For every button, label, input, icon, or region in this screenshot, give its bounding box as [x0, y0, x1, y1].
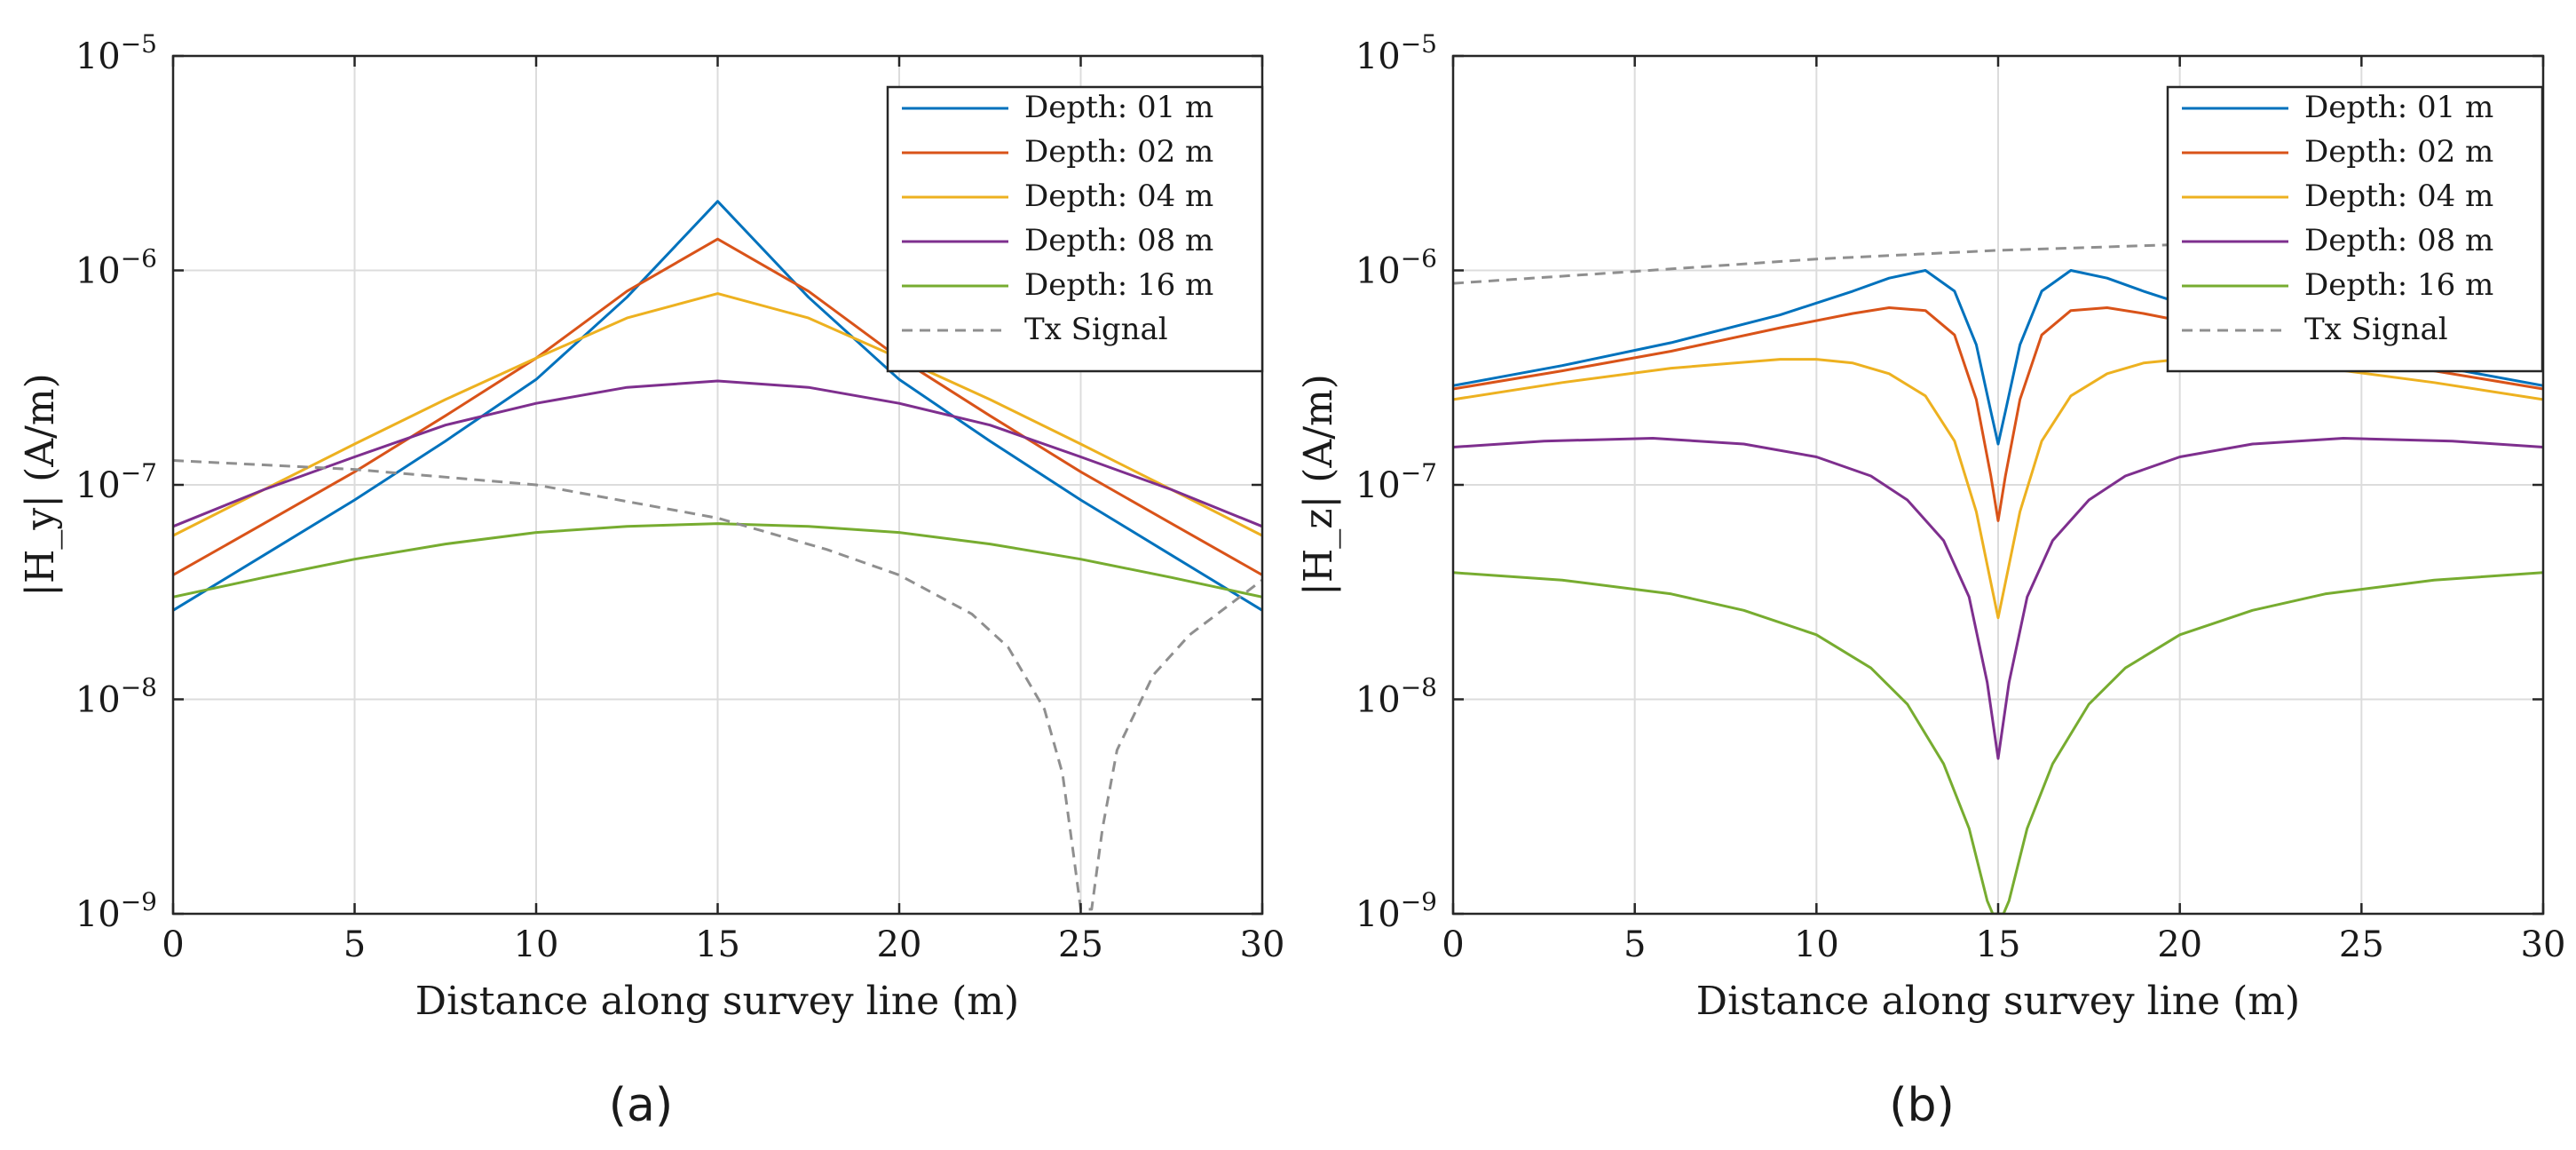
- legend-entry-depth-08-m: Depth: 08 m: [1024, 223, 1213, 258]
- legend-entry-depth-08-m: Depth: 08 m: [2304, 223, 2493, 258]
- series-lines-a: [173, 200, 1262, 911]
- x-tick-label: 20: [877, 924, 922, 965]
- panel-a: 0 5 10 15 20 25 30 10−9 10−8 10−7 10−6 10−5 Distanc…: [18, 29, 1284, 1132]
- x-tick-label: 30: [2521, 924, 2566, 965]
- x-tick-label: 5: [1624, 924, 1646, 965]
- y-tick-label: 10−7: [75, 458, 157, 506]
- legend-entry-tx-signal: Tx Signal: [2304, 312, 2448, 347]
- legend-box: [2166, 85, 2544, 373]
- y-axis-label-b: |H_z| (A/m): [1296, 374, 1341, 596]
- x-tick-label: 10: [514, 924, 559, 965]
- series-line-depth-04-m: [173, 292, 1262, 537]
- x-tick-label: 25: [1058, 924, 1103, 965]
- y-tick-label: 10−7: [1355, 458, 1437, 506]
- x-axis-label-a: Distance along survey line (m): [415, 979, 1019, 1024]
- legend-entry-depth-01-m: Depth: 01 m: [2304, 90, 2493, 125]
- legend-b: Depth: 01 m Depth: 02 m Depth: 04 m Depth: …: [2166, 85, 2544, 373]
- tick-labels-a: 0 5 10 15 20 25 30 10−9 10−8 10−7 10−6 10−5: [75, 29, 1285, 965]
- y-tick-label: 10−6: [1355, 244, 1437, 292]
- x-tick-label: 20: [2157, 924, 2202, 965]
- legend-entry-depth-01-m: Depth: 01 m: [1024, 90, 1213, 125]
- series-line-depth-08-m: [173, 379, 1262, 528]
- series-line-depth-01-m: [173, 200, 1262, 612]
- series-line-tx-signal: [173, 459, 1262, 911]
- x-tick-label: 15: [1976, 924, 2021, 965]
- y-tick-label: 10−5: [1355, 29, 1437, 77]
- y-tick-label: 10−8: [75, 673, 157, 721]
- x-tick-label: 25: [2339, 924, 2384, 965]
- legend-entry-depth-04-m: Depth: 04 m: [1024, 178, 1213, 214]
- series-line-depth-02-m: [173, 237, 1262, 576]
- tick-labels-b: 0 5 10 15 20 25 30 10−9 10−8 10−7 10−6 10−5: [1355, 29, 2566, 965]
- series-line-depth-16-m: [1453, 571, 2543, 914]
- legend-entry-depth-02-m: Depth: 02 m: [1024, 134, 1213, 170]
- y-tick-label: 10−5: [75, 29, 157, 77]
- legend-a: Depth: 01 m Depth: 02 m Depth: 04 m Depth: …: [886, 85, 1264, 373]
- legend-entry-depth-16-m: Depth: 16 m: [1024, 267, 1213, 303]
- x-tick-label: 0: [1442, 924, 1464, 965]
- y-tick-label: 10−8: [1355, 673, 1437, 721]
- x-tick-label: 15: [695, 924, 740, 965]
- legend-entry-tx-signal: Tx Signal: [1024, 312, 1168, 347]
- x-tick-label: 5: [344, 924, 366, 965]
- series-line-depth-16-m: [173, 522, 1262, 599]
- x-axis-label-b: Distance along survey line (m): [1696, 979, 2300, 1024]
- legend-entry-depth-02-m: Depth: 02 m: [2304, 134, 2493, 170]
- x-tick-label: 10: [1794, 924, 1839, 965]
- x-tick-label: 30: [1240, 924, 1285, 965]
- legend-box: [886, 85, 1264, 373]
- y-tick-label: 10−6: [75, 244, 157, 292]
- panel-label-a: (a): [609, 1079, 673, 1132]
- y-axis-label-a: |H_y| (A/m): [18, 373, 63, 597]
- series-line-depth-08-m: [1453, 437, 2543, 760]
- panel-b: 0 5 10 15 20 25 30 10−9 10−8 10−7 10−6 10−5 Distanc…: [1296, 29, 2565, 1132]
- legend-entry-depth-04-m: Depth: 04 m: [2304, 178, 2493, 214]
- y-tick-label: 10−9: [75, 887, 157, 935]
- x-tick-label: 0: [162, 924, 184, 965]
- y-tick-label: 10−9: [1355, 887, 1437, 935]
- panel-label-b: (b): [1889, 1079, 1955, 1132]
- legend-entry-depth-16-m: Depth: 16 m: [2304, 267, 2493, 303]
